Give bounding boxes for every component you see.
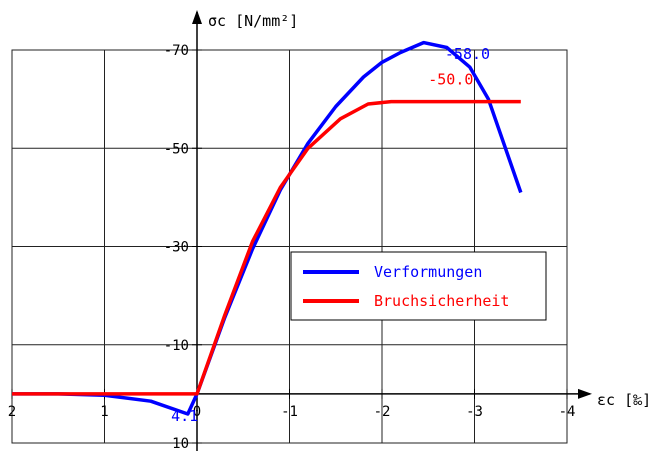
y-axis-arrow	[192, 10, 202, 24]
data-annotation: -50.0	[428, 70, 473, 88]
y-tick-label: -50	[164, 141, 189, 157]
legend-label: Verformungen	[374, 263, 482, 281]
data-series	[12, 40, 523, 416]
x-tick-label: 1	[100, 404, 108, 420]
x-tick-label: -1	[281, 404, 298, 420]
legend-label: Bruchsicherheit	[374, 292, 509, 310]
y-tick-label: -70	[164, 43, 189, 59]
y-axis-label: σc [N/mm²]	[208, 12, 298, 30]
y-tick-label: -30	[164, 240, 189, 256]
x-tick-label: 0	[193, 404, 201, 420]
x-tick-label: 2	[8, 404, 16, 420]
axes	[11, 10, 592, 451]
series-line-2	[12, 99, 521, 396]
x-tick-label: -2	[374, 404, 391, 420]
legend-box	[290, 251, 547, 321]
x-tick-label: -3	[466, 404, 483, 420]
x-axis-arrow	[578, 388, 592, 399]
x-tick-label: -4	[559, 404, 576, 420]
annotations: -58.0 -50.0 4.1	[171, 45, 490, 425]
data-annotation: -58.0	[445, 45, 490, 63]
x-axis-label: εc [‰]	[597, 391, 651, 409]
y-tick-label: 10	[172, 436, 189, 452]
y-tick-label: -10	[164, 338, 189, 354]
data-annotation: 4.1	[171, 407, 198, 425]
grid-lines	[11, 49, 568, 444]
series-line-1	[12, 40, 523, 416]
legend: Verformungen Bruchsicherheit	[290, 251, 547, 321]
